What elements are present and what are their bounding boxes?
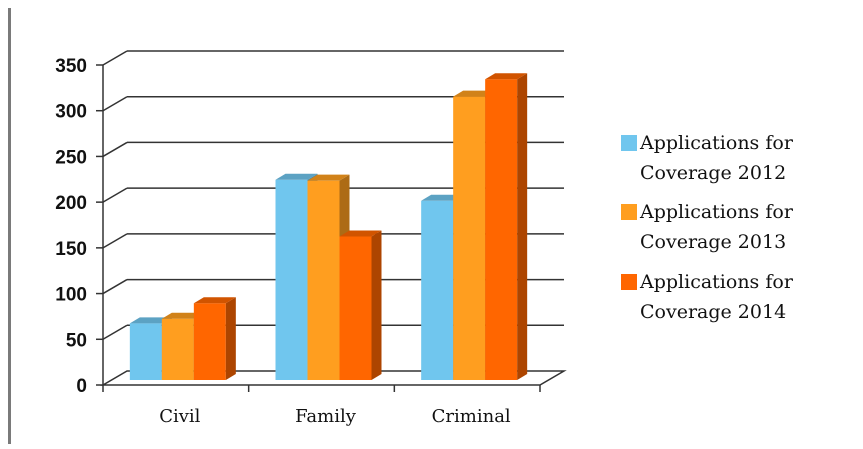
bar-top xyxy=(485,73,528,80)
bar-front xyxy=(453,96,486,381)
legend-item-1: Applications for Coverage 2012 xyxy=(621,132,794,184)
gridline-diag xyxy=(102,187,128,203)
legend-label: Applications for xyxy=(639,201,794,223)
bar-top xyxy=(339,230,382,237)
y-tick-label: 350 xyxy=(55,56,87,77)
bar-front xyxy=(307,180,340,380)
legend-label: Coverage 2012 xyxy=(640,162,786,184)
gridline-diag xyxy=(102,50,128,66)
bars xyxy=(129,73,528,381)
bar-top xyxy=(275,173,318,180)
y-tick-label: 250 xyxy=(55,147,87,168)
y-tick-labels: 0 50 100 150 200 250 300 350 xyxy=(55,56,87,397)
y-tick-label: 100 xyxy=(55,285,87,306)
category-labels: Civil Family Criminal xyxy=(159,406,511,427)
legend-swatch xyxy=(621,135,637,151)
bar-top xyxy=(307,174,350,181)
y-tick-label: 50 xyxy=(66,330,87,351)
category-label: Civil xyxy=(159,406,200,427)
bar-criminal-3 xyxy=(485,73,528,380)
gridline-diag xyxy=(102,141,128,158)
bar-front xyxy=(161,318,194,380)
bar-top xyxy=(161,312,204,319)
bar-top xyxy=(193,297,236,304)
y-tick-label: 0 xyxy=(76,376,87,397)
legend-item-2: Applications for Coverage 2013 xyxy=(621,201,794,253)
y-tick-label: 200 xyxy=(55,193,87,214)
bar-top xyxy=(421,194,464,201)
bar-front xyxy=(421,200,454,380)
legend-label: Coverage 2014 xyxy=(640,301,786,323)
bar-front xyxy=(339,236,372,380)
bar-side xyxy=(371,230,382,380)
legend-swatch xyxy=(621,204,637,220)
category-label: Criminal xyxy=(432,406,511,427)
legend-label: Applications for xyxy=(639,271,794,293)
bar-civil-3 xyxy=(193,297,236,380)
legend-swatch xyxy=(621,274,637,290)
y-tick-label: 150 xyxy=(55,239,87,260)
gridline-diag xyxy=(102,324,128,340)
bar-side xyxy=(517,73,528,380)
bar-side xyxy=(225,297,236,380)
y-tick-label: 300 xyxy=(55,102,87,123)
bar-front xyxy=(193,303,226,380)
gridline-diag xyxy=(102,233,128,249)
bar-top xyxy=(129,317,172,324)
legend-label: Applications for xyxy=(639,132,794,154)
gridline-diag xyxy=(102,278,128,295)
bar-front xyxy=(485,79,518,380)
bar-family-3 xyxy=(339,230,382,380)
gridline-diag xyxy=(102,96,128,112)
left-border-line xyxy=(8,8,11,444)
axes xyxy=(96,64,567,392)
category-label: Family xyxy=(295,406,357,427)
bar-top xyxy=(453,90,496,97)
bar-front xyxy=(129,323,162,380)
legend-label: Coverage 2013 xyxy=(640,231,786,253)
legend-item-3: Applications for Coverage 2014 xyxy=(621,271,794,323)
bar-front xyxy=(275,179,308,380)
